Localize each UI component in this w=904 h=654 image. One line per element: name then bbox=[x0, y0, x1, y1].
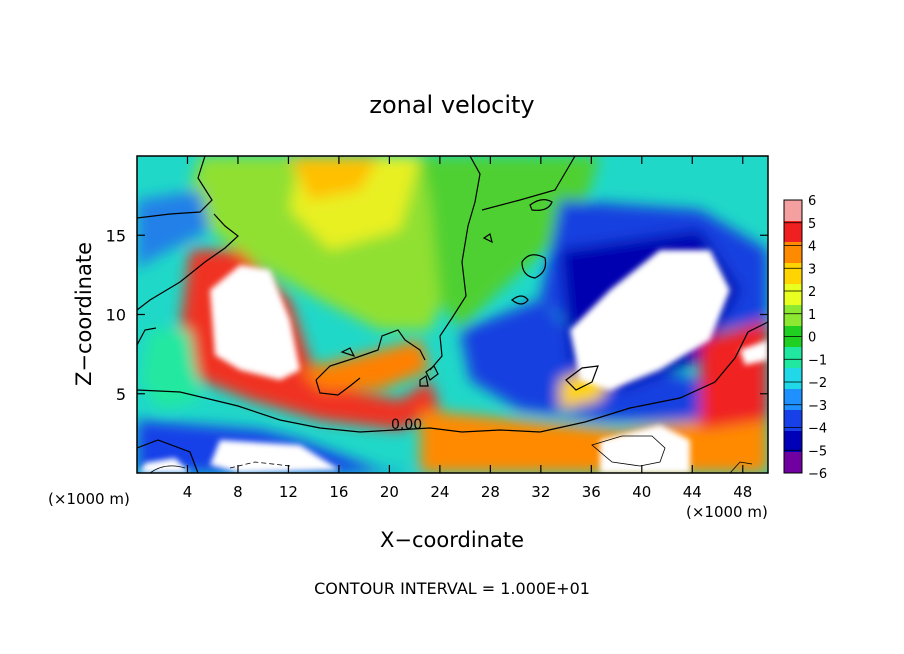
colorbar-swatch bbox=[784, 242, 802, 264]
colorbar-swatch bbox=[784, 305, 802, 327]
x-tick-label: 4 bbox=[183, 483, 193, 501]
x-axis-label: X−coordinate bbox=[380, 528, 524, 552]
x-tick-label: 48 bbox=[733, 483, 752, 501]
y-axis: 5 10 15 bbox=[106, 226, 768, 404]
colorbar: 6 5 4 3 2 1 0 −1 −2 −3 −4 −5 −6 bbox=[783, 194, 827, 482]
contour-interval-footer: CONTOUR INTERVAL = 1.000E+01 bbox=[314, 579, 590, 598]
colorbar-tick-label: 4 bbox=[808, 240, 816, 255]
colorbar-tick-label: 5 bbox=[808, 217, 816, 232]
heatmap-field bbox=[137, 156, 768, 473]
colorbar-tick-label: −5 bbox=[808, 444, 827, 459]
x-tick-label: 12 bbox=[279, 483, 298, 501]
contour-lines bbox=[137, 156, 768, 473]
colorbar-tick-label: 1 bbox=[808, 308, 816, 323]
x-tick-label: 20 bbox=[380, 483, 399, 501]
colorbar-tick-label: −2 bbox=[808, 376, 827, 391]
x-tick-label: 36 bbox=[582, 483, 601, 501]
colorbar-swatch bbox=[784, 200, 802, 222]
colorbar-tick-label: 6 bbox=[808, 194, 816, 209]
y-tick-label: 5 bbox=[116, 385, 126, 404]
colorbar-swatch bbox=[784, 263, 802, 285]
colorbar-tick-label: 2 bbox=[808, 285, 816, 300]
x-tick-label: 16 bbox=[329, 483, 348, 501]
colorbar-tick-label: 3 bbox=[808, 262, 816, 277]
y-axis-label: Z−coordinate bbox=[72, 242, 96, 386]
colorbar-swatch bbox=[784, 221, 802, 243]
y-tick-label: 10 bbox=[106, 306, 126, 325]
y-tick-label: 15 bbox=[106, 226, 126, 245]
colorbar-tick-label: 0 bbox=[808, 331, 816, 346]
x-tick-label: 32 bbox=[531, 483, 550, 501]
contour-label: 0.00 bbox=[391, 417, 422, 433]
colorbar-tick-label: −6 bbox=[808, 467, 827, 482]
colorbar-swatch bbox=[784, 452, 802, 474]
colorbar-tick-label: −3 bbox=[808, 399, 827, 414]
x-tick-label: 40 bbox=[632, 483, 651, 501]
colorbar-tick-label: −4 bbox=[808, 422, 827, 437]
colorbar-swatch bbox=[784, 431, 802, 453]
colorbar-tick-label: −1 bbox=[808, 353, 827, 368]
x-tick-label: 28 bbox=[481, 483, 500, 501]
colorbar-swatch bbox=[784, 284, 802, 306]
x-tick-label: 8 bbox=[233, 483, 243, 501]
chart-title: zonal velocity bbox=[369, 91, 534, 119]
x-axis: 4 8 12 16 20 24 28 32 36 40 44 48 bbox=[183, 156, 752, 501]
x-unit-right: (×1000 m) bbox=[686, 503, 768, 521]
colorbar-swatch bbox=[784, 368, 802, 390]
x-unit-left: (×1000 m) bbox=[48, 490, 130, 508]
colorbar-swatch bbox=[784, 389, 802, 411]
x-tick-label: 24 bbox=[430, 483, 449, 501]
colorbar-swatch bbox=[784, 347, 802, 369]
colorbar-swatch bbox=[784, 410, 802, 432]
x-tick-label: 44 bbox=[683, 483, 702, 501]
